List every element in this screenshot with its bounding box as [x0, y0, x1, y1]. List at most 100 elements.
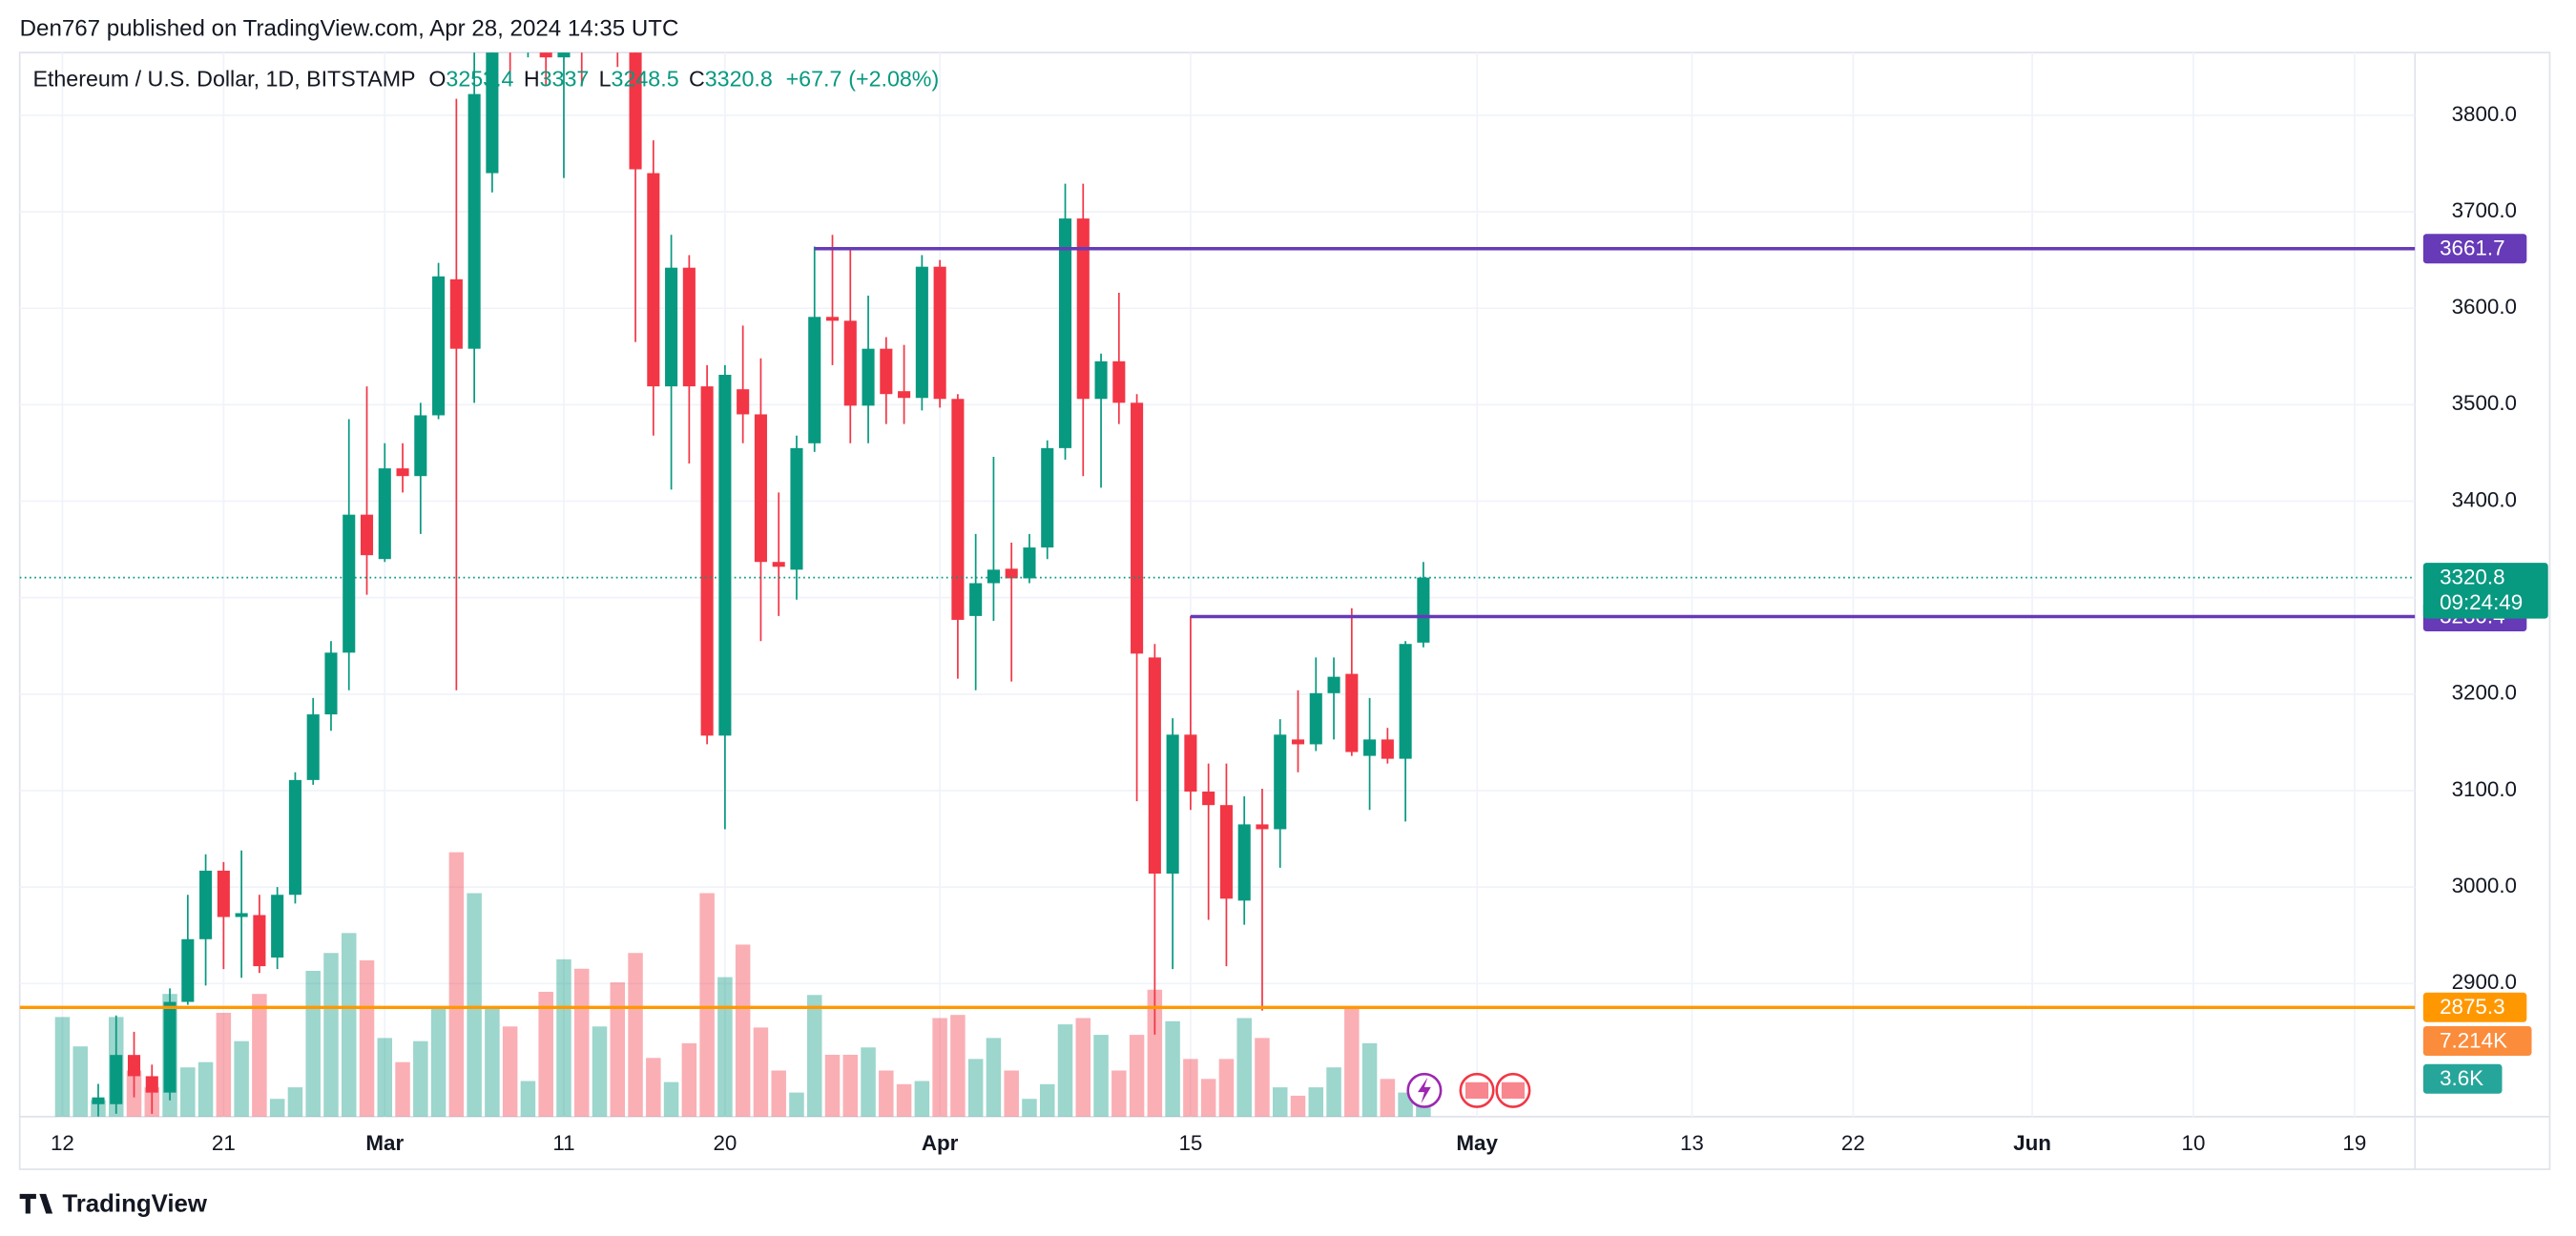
- last-price-label: 3320.8: [2440, 565, 2504, 588]
- candle-body: [1417, 577, 1430, 643]
- volume-bar: [73, 1046, 88, 1117]
- x-tick-label: Mar: [365, 1131, 404, 1155]
- candle-body: [235, 913, 248, 917]
- volume-bar: [842, 1054, 859, 1117]
- volume-bar: [1111, 1070, 1127, 1117]
- volume-bar: [610, 982, 626, 1117]
- candle-body: [253, 915, 266, 967]
- candle-body: [1327, 676, 1340, 693]
- x-tick-label: Apr: [922, 1131, 959, 1155]
- volume-bar: [735, 944, 751, 1117]
- candle-body: [1291, 739, 1305, 745]
- candle-body: [271, 895, 284, 958]
- volume-bar: [341, 933, 357, 1117]
- volume-bar: [914, 1081, 930, 1117]
- ohlc-prefix: L: [599, 67, 612, 92]
- candle-body: [486, 52, 499, 174]
- volume-bar: [538, 991, 553, 1117]
- candle-body: [449, 278, 463, 349]
- ohlc-prefix: C: [689, 67, 705, 92]
- volume-bar: [305, 970, 321, 1117]
- candle-body: [790, 447, 803, 570]
- candle-body: [665, 267, 678, 387]
- candle-body: [1274, 734, 1287, 830]
- volume-bar: [1236, 1018, 1252, 1117]
- volume-bar: [430, 1006, 447, 1117]
- candle-body: [1058, 218, 1072, 448]
- candle-body: [718, 374, 732, 736]
- volume-bar: [359, 959, 375, 1117]
- y-tick-label: 3000.0: [2452, 874, 2517, 897]
- plot-area: [19, 52, 2416, 1117]
- candle-body: [1131, 402, 1144, 654]
- volume-bar: [502, 1026, 518, 1117]
- candle-body: [92, 1097, 105, 1104]
- candle-body: [127, 1055, 141, 1077]
- candle-body: [1256, 824, 1269, 830]
- volume-ma-label: 7.214K: [2440, 1028, 2507, 1052]
- candle-body: [1237, 824, 1251, 901]
- volume-bar: [1075, 1018, 1091, 1117]
- event-icons: [1406, 1072, 1531, 1108]
- candle-body: [288, 779, 301, 896]
- volume-bar: [1361, 1042, 1378, 1117]
- x-tick-label: 19: [2342, 1131, 2366, 1155]
- candle-body: [1005, 568, 1018, 579]
- volume-bar: [932, 1018, 947, 1117]
- candle-body: [557, 52, 571, 58]
- volume-bar: [485, 1008, 500, 1117]
- candle-body: [217, 870, 230, 917]
- candle-body: [1309, 692, 1322, 745]
- candle-body: [808, 317, 821, 443]
- volume-bar: [1147, 989, 1163, 1117]
- candle-body: [414, 415, 427, 477]
- volume-bar: [323, 953, 339, 1117]
- volume-bar: [789, 1092, 804, 1117]
- candle-body: [700, 386, 714, 736]
- candle-body: [1345, 673, 1359, 752]
- candle-body: [181, 938, 195, 1002]
- volume-bar: [287, 1087, 303, 1117]
- volume-bar: [1057, 1024, 1073, 1117]
- volume-bar: [1039, 1083, 1055, 1117]
- volume-bar: [216, 1012, 232, 1117]
- candle-body: [1166, 734, 1179, 874]
- symbol-legend: Ethereum / U.S. Dollar, 1D, BITSTAMP O325…: [32, 67, 939, 92]
- candle-body: [951, 399, 965, 620]
- ohlc-value: 3320.8: [705, 67, 773, 92]
- candle-body: [629, 52, 642, 170]
- volume-bar: [448, 852, 465, 1117]
- volume-bar: [824, 1054, 841, 1117]
- volume-bar: [1255, 1038, 1270, 1117]
- volume-bar: [180, 1067, 196, 1117]
- candle-body: [343, 514, 356, 653]
- candle-body: [862, 348, 875, 406]
- candle-body: [843, 320, 857, 406]
- candle-body: [306, 714, 320, 780]
- event-flag: [1465, 1082, 1489, 1099]
- volume-bar: [628, 953, 643, 1117]
- volume-bar: [896, 1083, 912, 1117]
- y-tick-label: 3400.0: [2452, 487, 2517, 511]
- y-tick-label: 3600.0: [2452, 295, 2517, 319]
- volume-bar: [646, 1058, 661, 1117]
- candle-body: [378, 468, 391, 560]
- volume-bar: [1290, 1095, 1306, 1117]
- x-tick-label: 22: [1841, 1131, 1865, 1155]
- candle-body: [1112, 360, 1126, 403]
- candle-body: [737, 389, 750, 415]
- candle-body: [1076, 218, 1090, 400]
- x-tick-label: 12: [51, 1131, 74, 1155]
- candle-body: [396, 468, 409, 477]
- volume-bar: [395, 1061, 410, 1117]
- candle-body: [987, 569, 1000, 584]
- footer-brand: TradingView: [62, 1191, 207, 1218]
- x-tick-label: 21: [212, 1131, 236, 1155]
- candle-body: [324, 652, 338, 715]
- level-tag: [2422, 992, 2527, 1022]
- volume-bar: [699, 893, 715, 1117]
- volume-bar: [467, 893, 482, 1117]
- candle-body: [1219, 805, 1233, 899]
